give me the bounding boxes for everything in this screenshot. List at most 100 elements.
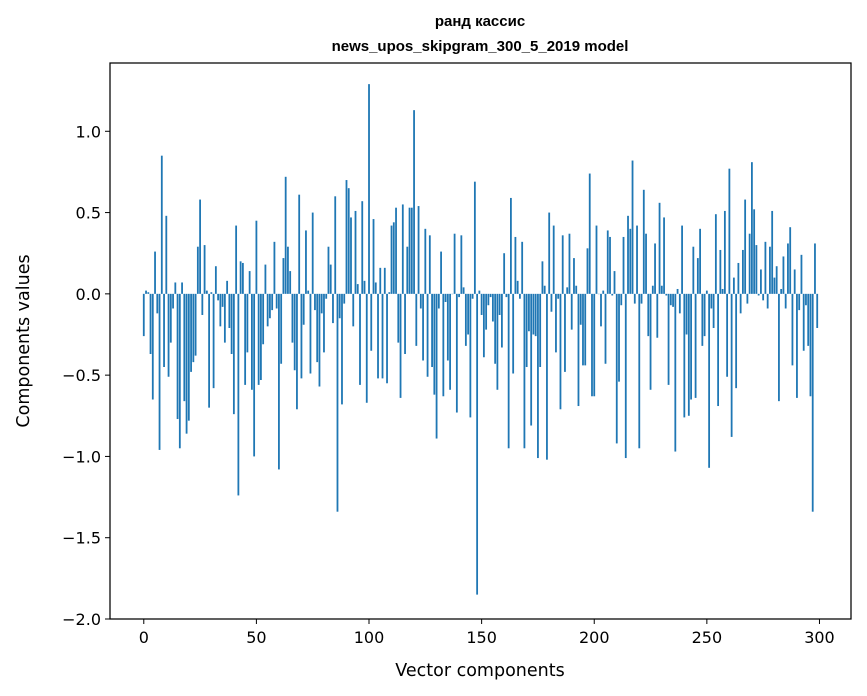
bar-35 xyxy=(221,293,224,307)
x-tick-label-50: 50 xyxy=(246,628,266,647)
bar-249 xyxy=(703,293,706,337)
bar-9 xyxy=(163,293,165,368)
bar-203 xyxy=(600,293,602,327)
bar-78 xyxy=(318,293,321,387)
bar-79 xyxy=(320,293,323,314)
bar-168 xyxy=(521,241,524,294)
bar-120 xyxy=(413,110,415,294)
bar-112 xyxy=(395,207,397,294)
bar-221 xyxy=(640,293,643,304)
bar-196 xyxy=(584,293,587,366)
bar-206 xyxy=(606,230,609,294)
bar-241 xyxy=(685,293,688,335)
bar-31 xyxy=(212,293,215,389)
bar-171 xyxy=(528,293,530,332)
bar-263 xyxy=(735,293,738,389)
bar-117 xyxy=(406,246,409,294)
bar-43 xyxy=(239,261,242,294)
x-tick-label-100: 100 xyxy=(354,628,385,647)
bar-113 xyxy=(397,293,400,343)
bar-176 xyxy=(539,293,542,368)
bar-50 xyxy=(255,220,258,294)
bar-61 xyxy=(280,293,283,364)
bar-183 xyxy=(555,293,557,353)
bar-265 xyxy=(739,293,742,314)
bar-41 xyxy=(235,225,238,294)
bar-192 xyxy=(575,285,578,294)
bar-231 xyxy=(663,217,665,294)
bar-161 xyxy=(505,293,508,298)
bar-269 xyxy=(748,233,751,294)
bar-294 xyxy=(805,293,807,306)
bar-298 xyxy=(814,243,816,294)
bar-289 xyxy=(793,269,796,294)
bar-246 xyxy=(696,258,699,294)
bar-40 xyxy=(232,293,235,415)
bar-136 xyxy=(449,293,451,390)
bar-220 xyxy=(638,293,641,449)
bar-285 xyxy=(784,293,787,309)
bar-126 xyxy=(426,293,429,377)
bar-268 xyxy=(746,293,749,304)
bar-10 xyxy=(165,215,168,294)
bar-49 xyxy=(253,293,256,457)
bar-190 xyxy=(570,293,573,330)
y-tick-label-4: 0.0 xyxy=(76,285,101,304)
bar-275 xyxy=(762,293,765,301)
bar-68 xyxy=(296,293,298,410)
bar-242 xyxy=(687,293,690,416)
bar-282 xyxy=(778,293,780,402)
bar-36 xyxy=(223,293,226,343)
bar-237 xyxy=(676,288,679,294)
bar-74 xyxy=(309,293,312,374)
bar-111 xyxy=(392,222,395,294)
bar-34 xyxy=(219,293,222,327)
bar-188 xyxy=(566,287,569,294)
bar-82 xyxy=(327,246,330,294)
bar-181 xyxy=(550,293,553,312)
bar-80 xyxy=(323,293,325,353)
bar-53 xyxy=(262,293,265,345)
bar-259 xyxy=(726,293,729,377)
x-tick-label-300: 300 xyxy=(804,628,835,647)
x-tick-label-150: 150 xyxy=(466,628,497,647)
bar-143 xyxy=(464,293,467,346)
bar-57 xyxy=(271,293,274,311)
y-tick-label-2: −1.0 xyxy=(62,447,101,466)
bar-163 xyxy=(510,197,512,294)
bar-260 xyxy=(728,168,731,294)
bar-123 xyxy=(419,293,422,309)
bar-214 xyxy=(624,293,627,459)
bar-69 xyxy=(298,194,301,294)
bar-148 xyxy=(476,293,479,595)
bar-173 xyxy=(532,293,535,335)
bar-121 xyxy=(415,293,418,346)
bar-210 xyxy=(615,293,618,444)
bar-149 xyxy=(478,290,481,294)
bar-233 xyxy=(667,293,670,385)
bar-16 xyxy=(178,293,181,449)
bar-98 xyxy=(363,280,366,294)
bar-130 xyxy=(435,293,438,439)
bar-264 xyxy=(737,262,740,294)
bar-273 xyxy=(757,293,760,296)
bar-33 xyxy=(217,293,220,301)
bar-208 xyxy=(611,293,614,296)
y-tick-label-5: 0.5 xyxy=(76,204,101,223)
bar-62 xyxy=(282,258,285,294)
bar-133 xyxy=(442,293,445,397)
bar-128 xyxy=(431,293,433,368)
bar-204 xyxy=(602,290,605,294)
x-axis: 0 50 100 150 200 250 300 xyxy=(139,619,835,647)
bar-153 xyxy=(487,293,490,306)
bar-212 xyxy=(620,293,623,306)
bar-48 xyxy=(250,293,253,390)
bar-139 xyxy=(455,293,458,413)
bar-175 xyxy=(537,293,539,459)
bar-5 xyxy=(154,251,156,294)
bar-255 xyxy=(717,293,720,407)
bar-52 xyxy=(260,293,262,381)
bar-278 xyxy=(769,246,771,294)
bar-54 xyxy=(264,264,267,294)
bar-240 xyxy=(683,293,686,418)
